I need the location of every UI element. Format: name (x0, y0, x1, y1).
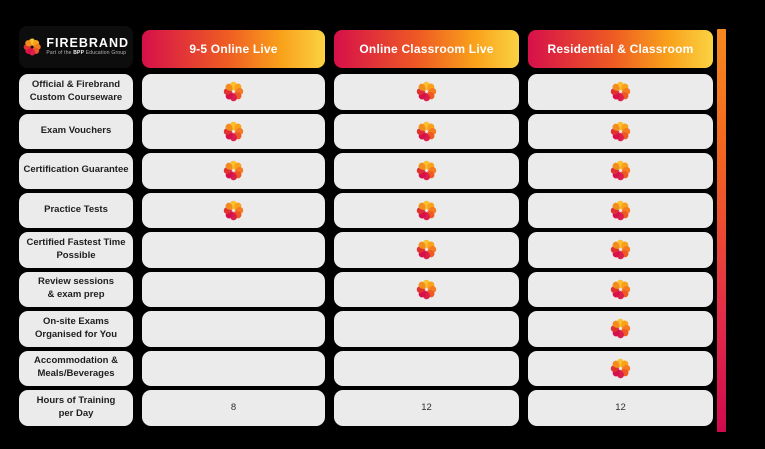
table-cell (528, 311, 713, 347)
hours-value-residential-classroom: 12 (528, 390, 713, 426)
table-cell (528, 153, 713, 189)
firebrand-check-icon (610, 200, 631, 221)
table-cell (142, 74, 325, 110)
firebrand-check-icon (610, 279, 631, 300)
table-cell (528, 74, 713, 110)
table-cell (334, 153, 519, 189)
row-label-exam-vouchers: Exam Vouchers (19, 113, 133, 149)
row-label-review-sessions: Review sessions & exam prep (19, 271, 133, 307)
gradient-accent-bar (717, 29, 726, 432)
table-cell (334, 192, 519, 228)
comparison-table: FIREBRAND Part of the BPP Education Grou… (19, 25, 713, 426)
table-cell (528, 271, 713, 307)
firebrand-check-icon (416, 200, 437, 221)
row-label-certification-guarantee: Certification Guarantee (19, 153, 133, 189)
table-body: Official & Firebrand Custom Courseware E… (19, 74, 713, 426)
firebrand-check-icon (416, 81, 437, 102)
hours-value-online-classroom-live: 12 (334, 390, 519, 426)
table-cell (334, 113, 519, 149)
table-cell (528, 113, 713, 149)
row-label-onsite-exams: On-site Exams Organised for You (19, 311, 133, 347)
table-cell (528, 232, 713, 268)
row-label-courseware: Official & Firebrand Custom Courseware (19, 74, 133, 110)
firebrand-flower-logo-icon (23, 37, 41, 57)
firebrand-check-icon (223, 81, 244, 102)
table-cell (334, 74, 519, 110)
brand-tagline: Part of the BPP Education Group (46, 50, 127, 57)
row-label-practice-tests: Practice Tests (19, 192, 133, 228)
table-cell (528, 192, 713, 228)
table-cell (334, 232, 519, 268)
firebrand-check-icon (610, 81, 631, 102)
table-cell (334, 271, 519, 307)
firebrand-check-icon (223, 200, 244, 221)
table-cell (528, 350, 713, 386)
table-cell (334, 311, 519, 347)
table-cell (142, 311, 325, 347)
firebrand-check-icon (416, 121, 437, 142)
firebrand-check-icon (610, 318, 631, 339)
firebrand-check-icon (610, 160, 631, 181)
table-cell (142, 153, 325, 189)
firebrand-logo: FIREBRAND Part of the BPP Education Grou… (19, 25, 133, 68)
firebrand-check-icon (223, 121, 244, 142)
column-header-online-classroom-live: Online Classroom Live (334, 30, 519, 68)
firebrand-check-icon (416, 239, 437, 260)
row-label-accommodation: Accommodation & Meals/Beverages (19, 350, 133, 386)
table-cell (142, 271, 325, 307)
firebrand-check-icon (223, 160, 244, 181)
firebrand-check-icon (610, 239, 631, 260)
column-header-residential-classroom: Residential & Classroom (528, 30, 713, 68)
row-label-hours-per-day: Hours of Training per Day (19, 390, 133, 426)
firebrand-check-icon (416, 279, 437, 300)
table-cell (334, 350, 519, 386)
table-cell (142, 192, 325, 228)
table-cell (142, 113, 325, 149)
firebrand-check-icon (610, 358, 631, 379)
firebrand-check-icon (610, 121, 631, 142)
firebrand-check-icon (416, 160, 437, 181)
header-row: FIREBRAND Part of the BPP Education Grou… (19, 25, 713, 68)
table-cell (142, 350, 325, 386)
table-cell (142, 232, 325, 268)
hours-value-online-live: 8 (142, 390, 325, 426)
row-label-fastest-time: Certified Fastest Time Possible (19, 232, 133, 268)
brand-name: FIREBRAND (46, 35, 129, 50)
column-header-online-live: 9-5 Online Live (142, 30, 325, 68)
